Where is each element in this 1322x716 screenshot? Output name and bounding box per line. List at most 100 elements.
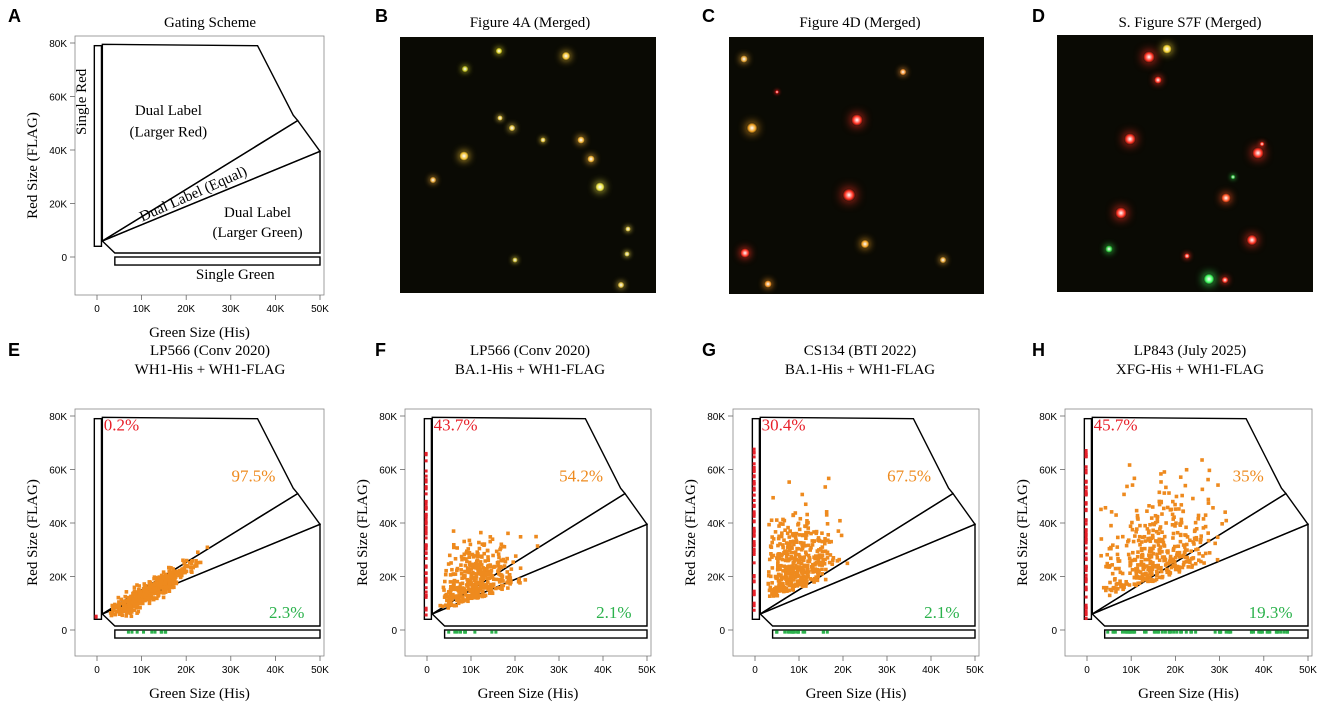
scatter-point [777, 552, 782, 556]
panel-letter-c: C [702, 6, 715, 26]
scatter-point [1184, 533, 1188, 538]
fluorescent-spot [1143, 51, 1155, 63]
scatter-point [804, 577, 808, 582]
scatter-point [1146, 531, 1151, 535]
scatter-point [1178, 533, 1183, 538]
panel-letter-e: E [8, 340, 21, 360]
scatter-point-red [424, 608, 428, 612]
fluorescent-spot [459, 151, 469, 161]
scatter-point [177, 573, 181, 578]
y-tick-label: 0 [61, 626, 67, 637]
scatter-point [463, 590, 468, 594]
scatter-point [459, 563, 463, 567]
scatter-point [134, 595, 138, 599]
scatter-point [489, 589, 493, 593]
x-tick-label: 40K [267, 665, 285, 676]
scatter-point-red [424, 474, 428, 478]
scatter-point-green [463, 630, 467, 634]
scatter-point [448, 592, 452, 597]
scatter-point-green [1152, 630, 1156, 634]
panel-title-d: S. Figure S7F (Merged) [1118, 15, 1262, 31]
y-tick-label: 0 [719, 626, 725, 637]
scatter-point [825, 556, 830, 560]
scatter-point [124, 590, 129, 594]
scatter-point [1175, 564, 1180, 569]
fluorescent-spot [775, 90, 779, 94]
scatter-point-red [752, 479, 756, 483]
scatter-point [482, 576, 486, 580]
scatter-point [776, 578, 781, 583]
scatter-point [826, 532, 831, 537]
scatter-point [1128, 561, 1133, 566]
scatter-point [1167, 573, 1172, 577]
scatter-point [489, 570, 493, 574]
scatter-point [778, 567, 782, 571]
scatter-point [845, 561, 850, 566]
scatter-point-green [1249, 630, 1253, 634]
scatter-point [812, 539, 817, 543]
scatter-point [1136, 538, 1141, 543]
scatter-point [135, 611, 139, 615]
scatter-point [170, 570, 175, 574]
scatter-point [505, 580, 509, 585]
scatter-point [806, 543, 811, 548]
scatter-point [1155, 519, 1160, 524]
scatter-point [1193, 561, 1198, 566]
scatter-point [1115, 545, 1120, 549]
scatter-point [1147, 503, 1151, 508]
scatter-point [1148, 536, 1153, 541]
scatter-point [792, 531, 796, 536]
scatter-point [800, 546, 805, 550]
gate-single-green [1103, 629, 1309, 639]
scatter-point [1157, 490, 1162, 495]
scatter-point [490, 591, 495, 596]
scatter-point [466, 599, 470, 604]
scatter-point [787, 566, 792, 570]
panel-letter-g: G [702, 340, 717, 360]
plot-frame [74, 408, 325, 657]
scatter-point-red [424, 478, 428, 482]
scatter-point [787, 535, 792, 539]
scatter-point [1162, 470, 1167, 474]
scatter-point [119, 597, 124, 602]
fluorescent-spot [540, 137, 546, 143]
scatter-point [1104, 585, 1109, 590]
scatter-point [771, 553, 776, 558]
scatter-point [161, 595, 166, 600]
gate-single-green [771, 629, 976, 639]
scatter-point [477, 546, 482, 551]
scatter-point [1126, 538, 1131, 542]
scatter-point-red [1084, 613, 1088, 617]
scatter-point [469, 567, 474, 571]
scatter-point [768, 585, 773, 590]
scatter-point-green [1213, 630, 1217, 634]
x-tick-label: 0 [424, 665, 430, 676]
scatter-point [152, 582, 156, 587]
scatter-point [112, 607, 116, 612]
scatter-point-green [1217, 630, 1221, 634]
scatter-point [776, 553, 780, 557]
scatter-point [190, 559, 195, 563]
plot-frame [404, 408, 652, 657]
scatter-point [518, 535, 523, 539]
gate-dual-larger-red [101, 416, 299, 616]
scatter-point [814, 560, 819, 565]
scatter-point [478, 577, 483, 581]
scatter-point [120, 606, 124, 611]
scatter-point [810, 568, 814, 572]
scatter-point [800, 492, 805, 497]
scatter-point [475, 586, 479, 591]
scatter-point-red [752, 512, 756, 516]
scatter-point [1177, 568, 1182, 573]
scatter-point [800, 565, 805, 570]
scatter-point [1130, 527, 1135, 532]
scatter-point [786, 525, 790, 530]
scatter-point [1198, 540, 1203, 545]
scatter-point-green [1274, 630, 1278, 634]
scatter-point [1207, 468, 1212, 473]
scatter-point [463, 563, 468, 568]
scatter-point [820, 567, 824, 572]
scatter-point [449, 561, 453, 565]
micrograph-d [1057, 35, 1313, 292]
scatter-point [494, 549, 499, 554]
